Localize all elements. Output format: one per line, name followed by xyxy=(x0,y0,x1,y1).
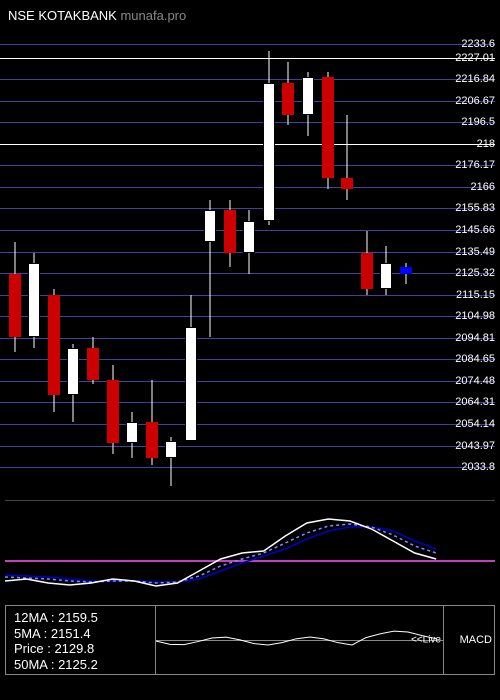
y-tick-label: 2166 xyxy=(471,181,495,193)
y-tick-label: 2074.48 xyxy=(455,375,495,387)
candle xyxy=(9,30,21,490)
y-tick-label: 2115.15 xyxy=(456,289,495,301)
macd-label: MACD xyxy=(460,634,492,646)
info-box: 12MA : 2159.5 5MA : 2151.4 Price : 2129.… xyxy=(5,605,495,675)
candle xyxy=(204,30,216,490)
y-tick-label: 2094.81 xyxy=(455,332,495,344)
ma50-label: 50MA : 2125.2 xyxy=(14,657,147,673)
y-tick-label: 2145.66 xyxy=(455,224,495,236)
candle xyxy=(302,30,314,490)
candle xyxy=(322,30,334,490)
candle xyxy=(263,30,275,490)
chart-container: NSE KOTAKBANK munafa.pro 2233.62227.0122… xyxy=(0,0,500,700)
candle xyxy=(28,30,40,490)
price-label: Price : 2129.8 xyxy=(14,641,147,657)
y-tick-label: 2196.5 xyxy=(461,116,495,128)
ma-readout: 12MA : 2159.5 5MA : 2151.4 Price : 2129.… xyxy=(6,606,156,674)
candle xyxy=(243,30,255,490)
y-tick-label: 2043.97 xyxy=(455,440,495,452)
y-tick-label: 2206.67 xyxy=(455,95,495,107)
y-tick-label: 2084.65 xyxy=(455,353,495,365)
y-tick-label: 218 xyxy=(477,138,495,150)
y-tick-label: 2054.14 xyxy=(455,418,495,430)
y-tick-label: 2227.01 xyxy=(455,52,495,64)
candle xyxy=(67,30,79,490)
y-tick-label: 2176.17 xyxy=(455,159,495,171)
candle xyxy=(341,30,353,490)
y-tick-label: 2216.84 xyxy=(455,73,495,85)
ma5-label: 5MA : 2151.4 xyxy=(14,626,147,642)
candle xyxy=(361,30,373,490)
y-tick-label: 2233.6 xyxy=(461,38,495,50)
candle xyxy=(48,30,60,490)
y-tick-label: 2125.32 xyxy=(455,267,495,279)
symbol-label: NSE KOTAKBANK xyxy=(8,8,117,23)
y-axis-labels: 2233.6 2227.01 2216.84 2206.67 2196.5 218 2176… xyxy=(435,30,495,490)
ma12-label: 12MA : 2159.5 xyxy=(14,610,147,626)
y-tick-label: 2064.31 xyxy=(455,396,495,408)
candle xyxy=(146,30,158,490)
candle xyxy=(400,30,412,490)
candle xyxy=(185,30,197,490)
source-label: munafa.pro xyxy=(120,8,186,23)
y-tick-label: 2104.98 xyxy=(455,310,495,322)
chart-title: NSE KOTAKBANK munafa.pro xyxy=(8,8,186,23)
candle xyxy=(87,30,99,490)
y-tick-label: 2135.49 xyxy=(455,246,495,258)
candle xyxy=(224,30,236,490)
candle xyxy=(165,30,177,490)
candle xyxy=(380,30,392,490)
macd-label-box: MACD xyxy=(444,606,494,674)
y-tick-label: 2155.83 xyxy=(455,202,495,214)
candle xyxy=(107,30,119,490)
live-label: <<Live xyxy=(411,635,441,646)
candle xyxy=(282,30,294,490)
candlestick-chart xyxy=(5,30,435,490)
mini-indicator: <<Live xyxy=(156,606,444,674)
macd-panel xyxy=(5,500,495,600)
y-tick-label: 2033.8 xyxy=(461,461,495,473)
candle xyxy=(126,30,138,490)
